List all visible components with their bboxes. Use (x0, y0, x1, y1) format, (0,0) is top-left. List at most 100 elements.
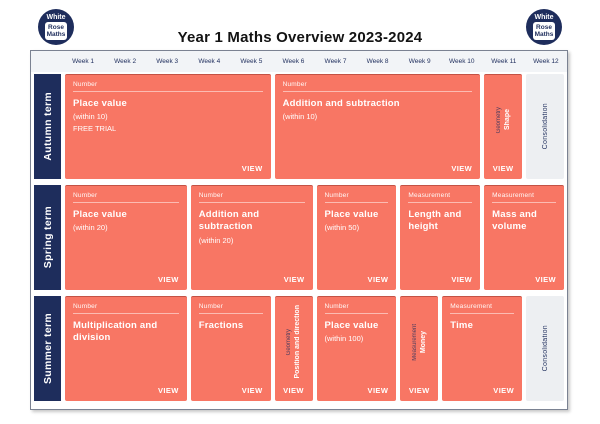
term-row-spring-term: Spring term Number Place value (within 20) V… (34, 185, 564, 290)
view-link[interactable]: VIEW (157, 386, 179, 395)
week-label: Week 7 (324, 58, 347, 65)
topic-subtitle: (within 100) (324, 334, 364, 344)
week-header-labels: Week 1 Week 2 Week 3 Week 4 Week 5 Week 6 Week… (62, 51, 567, 72)
white-rose-maths-logo: White Rose Maths (526, 9, 562, 45)
week-label: Week 5 (240, 58, 263, 65)
topic-card-money[interactable]: Measurement Money VIEW (400, 296, 439, 401)
topic-title: Length and height (408, 209, 462, 233)
topic-card-shape[interactable]: Geometry Shape VIEW (484, 74, 523, 179)
topic-category: Number (73, 303, 179, 314)
topic-category: Number (73, 192, 179, 203)
topic-card-position-and-direction[interactable]: Geometry Position and direction VIEW (274, 296, 313, 401)
consolidation-card: Consolidation (526, 74, 564, 179)
view-link[interactable]: VIEW (493, 386, 515, 395)
logo-badge: Rose Maths (45, 22, 67, 40)
topic-title: Mass and volume (492, 209, 538, 233)
topic-title: Addition and subtraction (282, 98, 400, 109)
term-label-spring-term: Spring term (34, 185, 61, 290)
week-header: Week 1 Week 2 Week 3 Week 4 Week 5 Week 6 Week… (31, 51, 567, 72)
consolidation-label: Consolidation (541, 325, 549, 372)
topic-subtitle: (within 50) (324, 223, 360, 233)
week-label: Week 4 (198, 58, 221, 65)
topic-card-place-value[interactable]: Number Place value (within 20) VIEW (65, 185, 187, 290)
view-link[interactable]: VIEW (492, 164, 514, 173)
topic-card-multiplication-and-division[interactable]: Number Multiplication and division VIEW (65, 296, 187, 401)
week-label: Week 10 (448, 58, 475, 65)
topic-category: Measurement (408, 192, 473, 203)
topic-card-length-and-height[interactable]: Measurement Length and height VIEW (400, 185, 481, 290)
view-link[interactable]: VIEW (241, 164, 263, 173)
view-link[interactable]: VIEW (157, 275, 179, 284)
page-title: Year 1 Maths Overview 2023-2024 (177, 29, 423, 47)
topic-category: Number (73, 81, 263, 92)
topic-category: Number (282, 81, 473, 92)
week-label: Week 8 (366, 58, 389, 65)
topic-category: Number (324, 192, 389, 203)
topic-card-time[interactable]: Measurement Time VIEW (442, 296, 523, 401)
topic-title: Place value (324, 209, 379, 220)
view-link[interactable]: VIEW (367, 386, 389, 395)
week-area-autumn-term: Number Place value (within 10) FREE TRIAL VI… (65, 74, 564, 179)
view-link[interactable]: VIEW (408, 386, 430, 395)
view-link[interactable]: VIEW (283, 275, 305, 284)
topic-category: Number (198, 303, 263, 314)
week-label: Week 11 (491, 58, 517, 65)
topic-subtitle: (within 10) (282, 112, 318, 122)
topic-extra: FREE TRIAL (73, 124, 117, 134)
view-link[interactable]: VIEW (535, 275, 556, 284)
topic-title: Money (419, 330, 427, 354)
logo-text-white: White (46, 14, 66, 21)
term-label-text: Summer term (41, 313, 54, 384)
topic-card-addition-and-subtraction[interactable]: Number Addition and subtraction (within 10… (274, 74, 481, 179)
vertical-text-stack: Geometry Shape (484, 81, 522, 159)
vertical-text-stack: Measurement Money (400, 303, 438, 381)
topic-category: Geometry (286, 328, 293, 356)
consolidation-label: Consolidation (541, 103, 549, 150)
topic-title: Place value (73, 209, 127, 220)
topic-title: Position and direction (294, 305, 302, 379)
view-link[interactable]: VIEW (367, 275, 389, 284)
topic-card-fractions[interactable]: Number Fractions VIEW (190, 296, 271, 401)
week-label: Week 9 (408, 58, 431, 65)
white-rose-maths-logo: White Rose Maths (38, 9, 74, 45)
topic-title: Time (450, 320, 474, 331)
term-label-text: Autumn term (41, 92, 54, 161)
view-link[interactable]: VIEW (451, 164, 473, 173)
topic-title: Place value (324, 320, 379, 331)
topic-category: Measurement (411, 323, 418, 361)
logo-text-maths: Maths (46, 31, 66, 38)
topic-card-addition-and-subtraction[interactable]: Number Addition and subtraction (within 20… (190, 185, 313, 290)
consolidation-card: Consolidation (526, 296, 564, 401)
topic-subtitle: (within 20) (198, 235, 234, 245)
logo-text-maths: Maths (534, 31, 554, 38)
topic-title: Multiplication and division (73, 320, 158, 344)
logo-text-rose: Rose (48, 23, 64, 31)
topic-category: Geometry (495, 106, 502, 134)
week-label: Week 12 (533, 58, 559, 65)
view-link[interactable]: VIEW (451, 275, 473, 284)
view-link[interactable]: VIEW (283, 386, 304, 395)
logo-text-white: White (534, 14, 554, 21)
topic-card-mass-and-volume[interactable]: Measurement Mass and volume VIEW (484, 185, 564, 290)
topic-card-place-value[interactable]: Number Place value (within 10) FREE TRIAL VI… (65, 74, 271, 179)
topic-title: Place value (73, 98, 127, 109)
term-rows: Autumn term Number Place value (within 10) F… (34, 72, 564, 409)
topic-subtitle: (within 20) (73, 223, 108, 233)
logo-badge: Rose Maths (533, 22, 555, 40)
week-header-spacer (31, 51, 62, 72)
topic-category: Number (324, 303, 389, 314)
week-label: Week 1 (72, 58, 94, 65)
topic-card-place-value[interactable]: Number Place value (within 50) VIEW (316, 185, 397, 290)
term-label-text: Spring term (41, 206, 54, 269)
week-label: Week 6 (282, 58, 305, 65)
week-label: Week 2 (114, 58, 137, 65)
view-link[interactable]: VIEW (241, 386, 263, 395)
overview-board: Week 1 Week 2 Week 3 Week 4 Week 5 Week 6 Week… (30, 50, 568, 410)
topic-category: Measurement (492, 192, 556, 203)
week-label: Week 3 (156, 58, 179, 65)
term-row-autumn-term: Autumn term Number Place value (within 10) F… (34, 74, 564, 179)
week-area-spring-term: Number Place value (within 20) VIEW Number Ad… (65, 185, 564, 290)
topic-category: Number (198, 192, 305, 203)
term-label-summer-term: Summer term (34, 296, 61, 401)
topic-card-place-value[interactable]: Number Place value (within 100) VIEW (316, 296, 397, 401)
